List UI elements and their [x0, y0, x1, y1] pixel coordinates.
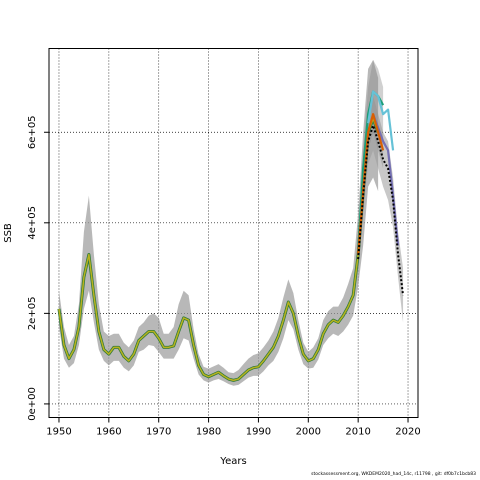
y-axis: 0e+00 2e+05 4e+05 6e+05	[27, 115, 49, 421]
plot-frame	[48, 48, 419, 418]
retro-confidence-band	[358, 96, 404, 323]
x-tick-label-1960: 1960	[96, 427, 121, 438]
y-tick-label-1: 2e+05	[27, 297, 38, 331]
x-axis: 1950 1960 1970 1980 1990 2000 2010 2020	[46, 417, 421, 438]
y-tick-label-0: 0e+00	[27, 387, 38, 421]
x-tick-label-1990: 1990	[246, 427, 271, 438]
x-tick-label-1950: 1950	[46, 427, 71, 438]
y-tick-label-2: 4e+05	[27, 206, 38, 240]
ssb-line-inner	[58, 117, 379, 382]
confidence-bands	[58, 59, 404, 386]
x-tick-label-2020: 2020	[395, 427, 420, 438]
retro-dashed-line	[357, 122, 405, 296]
y-axis-title: SSB	[3, 223, 14, 243]
x-tick-label-2000: 2000	[296, 427, 321, 438]
y-tick-label-3: 6e+05	[27, 115, 38, 149]
x-tick-label-1970: 1970	[146, 427, 171, 438]
x-axis-title: Years	[219, 456, 246, 467]
peel-confidence-band	[358, 59, 384, 269]
series-lines	[57, 90, 405, 382]
retro-peel-line-2	[367, 90, 395, 151]
x-tick-label-2010: 2010	[345, 427, 370, 438]
x-tick-label-1980: 1980	[196, 427, 221, 438]
footer-credit: stockassessment.org, WKDEM2020_had_14c, …	[311, 472, 476, 477]
